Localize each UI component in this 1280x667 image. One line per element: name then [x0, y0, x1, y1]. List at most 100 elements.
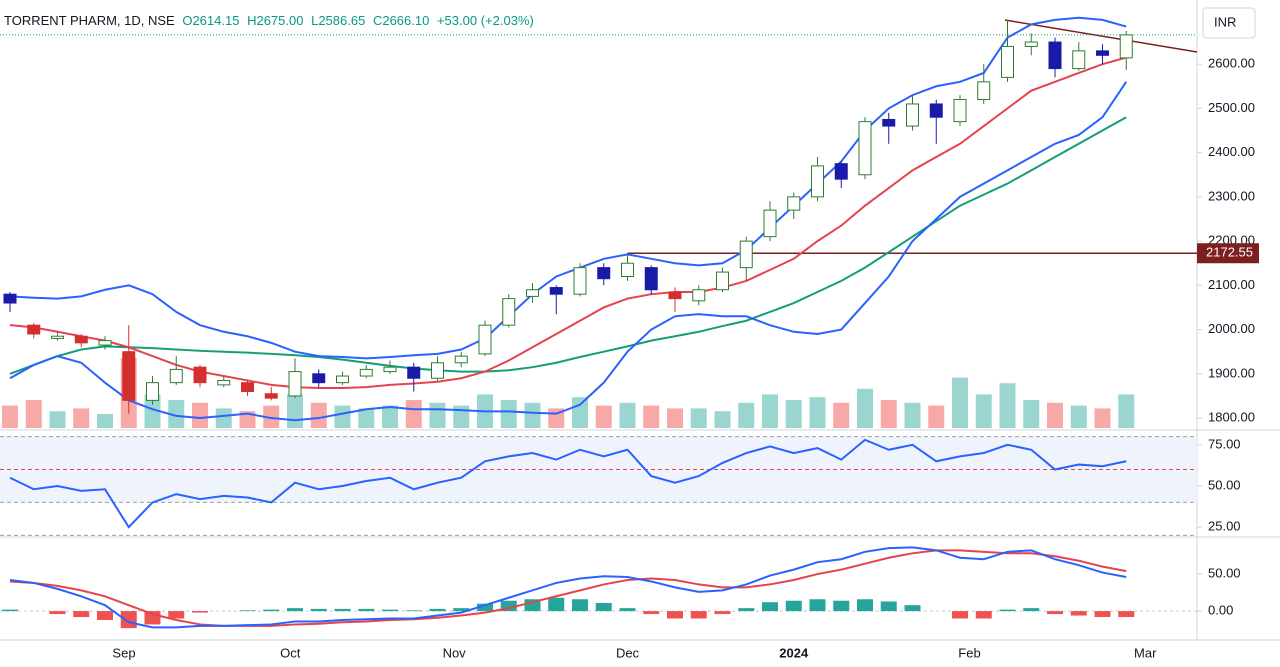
change: +53.00 (+2.03%) [437, 13, 534, 28]
histogram-bar [975, 611, 992, 619]
volume-bar [595, 405, 612, 428]
volume-bar [310, 402, 327, 428]
volume-bar [880, 400, 897, 428]
y-tick-label: 1900.00 [1208, 365, 1255, 380]
candle-body [217, 379, 231, 386]
volume-bar [928, 405, 945, 428]
volume-bar [975, 394, 992, 428]
volume-bar [334, 405, 351, 428]
candle-body [644, 267, 658, 291]
candle-body [1024, 41, 1038, 47]
candle-body [383, 366, 397, 373]
x-tick-label: Sep [112, 645, 135, 660]
candle-body [431, 362, 444, 379]
volume-bar [239, 411, 256, 428]
y-tick-label: 2400.00 [1208, 144, 1255, 159]
x-tick-label: Dec [616, 645, 640, 660]
candle-body [51, 335, 64, 339]
candle-body [977, 81, 991, 101]
histogram-bar [310, 608, 327, 612]
volume-bar [1047, 402, 1063, 428]
candle-body [193, 366, 207, 384]
histogram-bar [287, 608, 303, 612]
histogram-bar [120, 611, 137, 629]
volume-bar [25, 400, 42, 428]
y-tick-label: 25.00 [1208, 519, 1241, 534]
volume-bar [358, 408, 375, 428]
histogram-bar [904, 605, 921, 612]
volume-bar [192, 402, 208, 428]
histogram-bar [500, 600, 517, 612]
volume-bar [215, 408, 232, 428]
histogram-bar [477, 603, 493, 612]
histogram-bar [405, 610, 422, 612]
y-tick-label: 75.00 [1208, 436, 1241, 451]
candle-body [1001, 45, 1014, 78]
histogram-bar [667, 611, 683, 619]
band-upper [9, 16, 1127, 360]
volume-bar [785, 400, 802, 428]
volume-bar [999, 383, 1016, 428]
currency[interactable]: INR [1214, 14, 1236, 29]
histogram-bar [334, 608, 351, 612]
volume-bar [690, 408, 707, 428]
volume-bar [1094, 408, 1111, 428]
histogram-bar [762, 602, 778, 612]
candle-body [27, 324, 41, 335]
candle-body [787, 196, 801, 211]
histogram-bar [572, 599, 588, 612]
volume-bar [382, 405, 398, 428]
histogram-bar [833, 600, 850, 612]
candle-body [526, 289, 539, 297]
y-tick-label: 2600.00 [1208, 56, 1255, 71]
volume-bar [263, 405, 280, 428]
volume-bar [144, 394, 161, 428]
volume-bar [667, 408, 683, 428]
candle-body [336, 375, 349, 384]
histogram-bar [548, 597, 565, 612]
volume-bar [524, 402, 541, 428]
candle-body [122, 351, 136, 401]
volume-bar [809, 397, 826, 428]
header: TORRENT PHARM, 1D, NSE O2614.15 H2675.00… [4, 13, 534, 28]
y-tick-label: 1800.00 [1208, 409, 1255, 424]
band-lower [9, 81, 1128, 422]
histogram-bar [738, 608, 755, 612]
ma-line [9, 116, 1127, 375]
histogram-bar [595, 602, 612, 612]
candle-body [502, 298, 516, 326]
histogram-bar [857, 599, 873, 612]
histogram-bar [880, 601, 897, 612]
histogram-bar [429, 608, 446, 612]
histogram-bar [1094, 611, 1111, 618]
histogram-bar [809, 599, 826, 612]
histogram-bar [1047, 611, 1063, 615]
volume-bar [714, 411, 731, 428]
y-tick-label: 2500.00 [1208, 100, 1255, 115]
macd-line [9, 546, 1127, 629]
volume-bar [904, 402, 921, 428]
histogram-bar [1023, 608, 1040, 612]
y-tick-label: 2000.00 [1208, 321, 1255, 336]
volume-bar [1070, 405, 1087, 428]
histogram-bar [999, 609, 1016, 612]
y-tick-label: 50.00 [1208, 477, 1241, 492]
signal-line [9, 549, 1127, 627]
y-tick-label: 2100.00 [1208, 277, 1255, 292]
histogram-bar [619, 608, 636, 612]
histogram-bar [168, 611, 185, 619]
candle-body [906, 103, 919, 127]
y-tick-label: 50.00 [1208, 565, 1241, 580]
currency-box[interactable] [1202, 7, 1256, 39]
candle-body [264, 393, 278, 399]
histogram-bar [382, 609, 398, 612]
volume-bar [1118, 394, 1135, 428]
histogram-bar [73, 611, 90, 618]
volume-bar [500, 400, 517, 428]
volume-bar [738, 402, 755, 428]
x-tick-label: 2024 [779, 645, 809, 660]
symbol: TORRENT PHARM, 1D, NSE [4, 13, 175, 28]
candle-body [146, 382, 159, 401]
histogram-bar [785, 600, 802, 612]
